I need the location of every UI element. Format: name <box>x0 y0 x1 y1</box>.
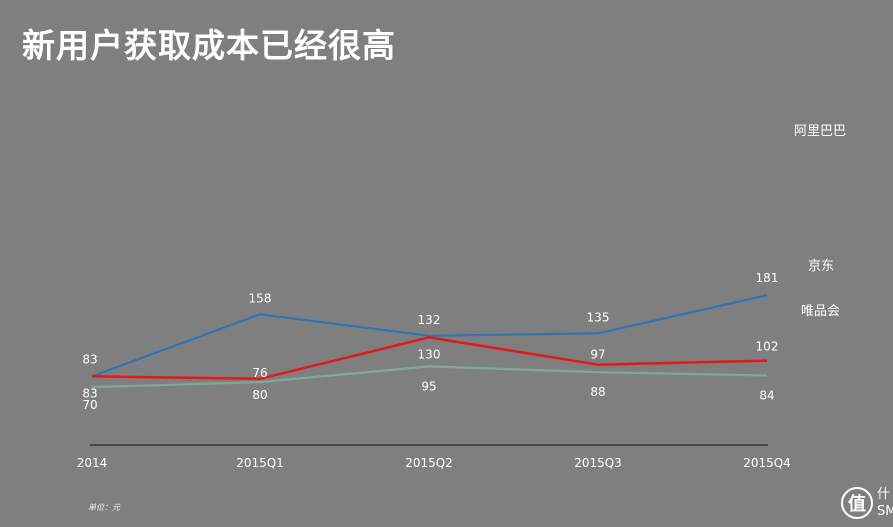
data-label: 88 <box>590 385 605 399</box>
watermark-logo-icon: 值 <box>841 487 873 519</box>
series-line-1 <box>91 336 768 381</box>
data-label: 95 <box>421 379 436 393</box>
x-tick-label: 2015Q1 <box>236 456 284 470</box>
series-line-2 <box>91 365 768 389</box>
data-label: 70 <box>82 398 97 412</box>
x-tick-label: 2015Q4 <box>743 456 791 470</box>
x-tick-label: 2014 <box>77 456 108 470</box>
watermark-line-2: SM <box>877 503 893 519</box>
data-label: 181 <box>756 271 779 285</box>
watermark-line-1: 什 <box>877 487 891 502</box>
series-name-label: 阿里巴巴 <box>794 124 846 139</box>
series-name-label: 唯品会 <box>801 304 840 319</box>
unit-note: 单位：元 <box>88 503 120 512</box>
data-label: 132 <box>418 313 441 327</box>
data-label: 130 <box>418 347 441 361</box>
data-label: 76 <box>252 366 267 380</box>
x-tick-label: 2015Q2 <box>405 456 453 470</box>
chart-title: 新用户获取成本已经很高 <box>22 26 396 65</box>
data-label: 80 <box>252 388 267 402</box>
data-label: 83 <box>82 386 97 400</box>
data-label: 97 <box>590 348 605 362</box>
x-tick-label: 2015Q3 <box>574 456 622 470</box>
data-label: 83 <box>82 352 97 366</box>
series-name-label: 京东 <box>808 259 834 274</box>
watermark: 值 什 SM <box>839 483 893 527</box>
data-label: 158 <box>249 291 272 305</box>
watermark-text: 什 SM <box>877 487 893 521</box>
series-line-0 <box>91 294 768 378</box>
data-label: 84 <box>759 388 774 402</box>
data-label: 135 <box>587 310 610 324</box>
data-label: 102 <box>756 340 779 354</box>
